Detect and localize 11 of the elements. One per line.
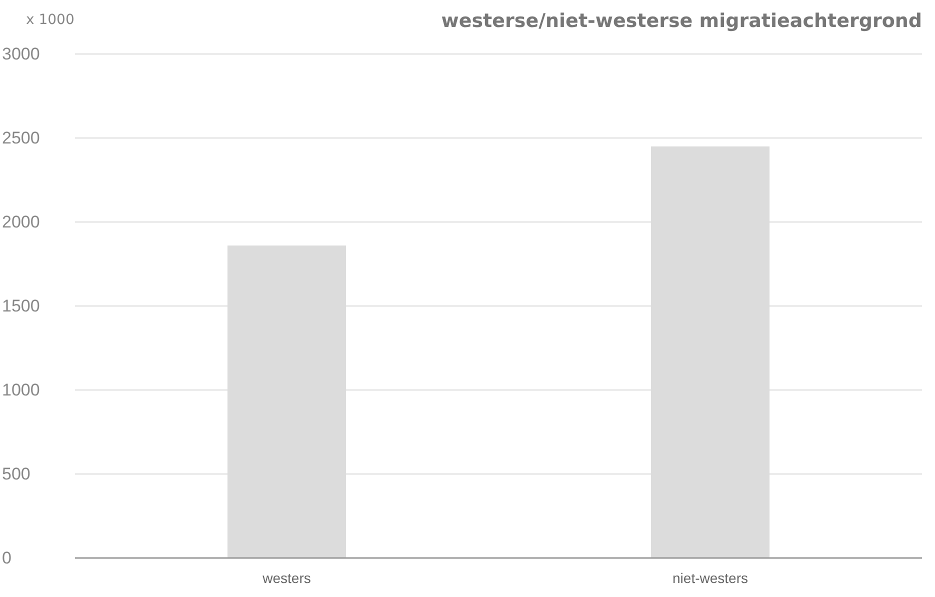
y-tick-label: 1500 <box>2 296 40 316</box>
y-tick-label: 1000 <box>2 380 40 400</box>
chart-title: westerse/niet-westerse migratieachtergrond <box>441 10 922 32</box>
y-tick-label: 2000 <box>2 212 40 232</box>
y-tick-label: 2500 <box>2 128 40 148</box>
y-tick-label: 3000 <box>2 44 40 64</box>
y-axis-title: x 1000 <box>26 12 74 28</box>
x-tick-label: niet-westers <box>672 570 748 586</box>
x-tick-label: westers <box>262 570 311 586</box>
y-tick-label: 0 <box>2 548 12 568</box>
y-tick-label: 500 <box>2 464 30 484</box>
